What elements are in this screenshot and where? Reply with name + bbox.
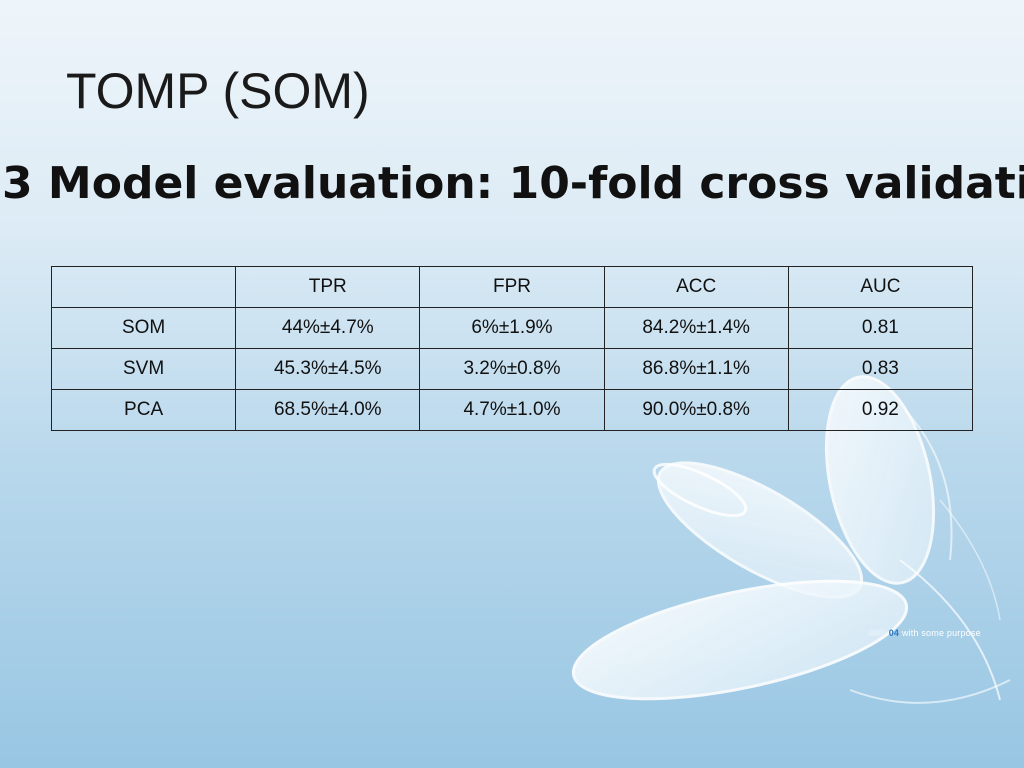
cell-auc: 0.92 [787, 389, 974, 431]
header-acc: ACC [603, 266, 789, 308]
header-fpr: FPR [419, 266, 605, 308]
stripe-decoration: //////////// [868, 628, 887, 638]
slide-title: TOMP (SOM) [66, 63, 370, 119]
cell-fpr: 4.7%±1.0% [419, 389, 605, 431]
table-row: SVM 45.3%±4.5% 3.2%±0.8% 86.8%±1.1% 0.83 [50, 348, 974, 390]
cell-acc: 84.2%±1.4% [603, 307, 789, 349]
cell-auc: 0.81 [787, 307, 974, 349]
table-row: PCA 68.5%±4.0% 4.7%±1.0% 90.0%±0.8% 0.92 [50, 389, 974, 431]
cell-tpr: 45.3%±4.5% [235, 348, 421, 390]
results-table: TPR FPR ACC AUC SOM 44%±4.7% 6%±1.9% 84.… [50, 266, 974, 431]
row-label-pca: PCA [50, 389, 237, 431]
cell-fpr: 3.2%±0.8% [419, 348, 605, 390]
cell-tpr: 68.5%±4.0% [235, 389, 421, 431]
cell-acc: 86.8%±1.1% [603, 348, 789, 390]
cell-tpr: 44%±4.7% [235, 307, 421, 349]
header-empty [50, 266, 237, 308]
brand-watermark: //////////// 04 with some purpose [868, 628, 981, 638]
slide-subtitle: 3 Model evaluation: 10-fold cross valida… [2, 158, 1024, 209]
table-header-row: TPR FPR ACC AUC [50, 266, 974, 308]
cell-auc: 0.83 [787, 348, 974, 390]
row-label-svm: SVM [50, 348, 237, 390]
header-auc: AUC [787, 266, 974, 308]
cell-fpr: 6%±1.9% [419, 307, 605, 349]
brand-tagline: with some purpose [901, 628, 981, 638]
cell-acc: 90.0%±0.8% [603, 389, 789, 431]
table-row: SOM 44%±4.7% 6%±1.9% 84.2%±1.4% 0.81 [50, 307, 974, 349]
brand-number: 04 [888, 628, 900, 638]
header-tpr: TPR [235, 266, 421, 308]
row-label-som: SOM [50, 307, 237, 349]
